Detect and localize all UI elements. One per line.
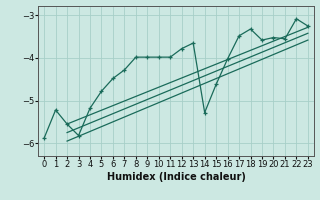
X-axis label: Humidex (Indice chaleur): Humidex (Indice chaleur) (107, 172, 245, 182)
